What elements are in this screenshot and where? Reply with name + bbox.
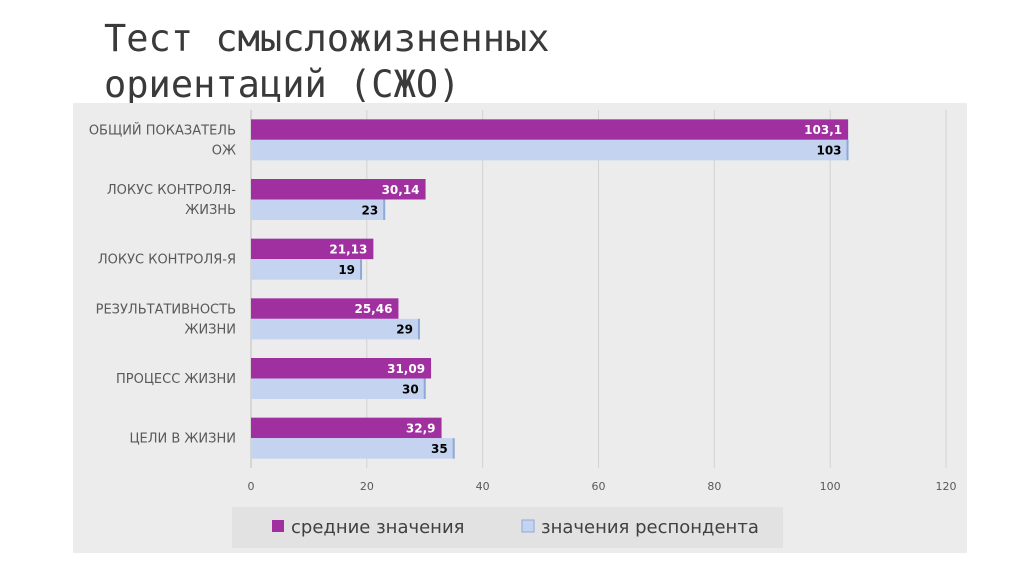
bar-respondent-value [251, 378, 425, 399]
x-tick-label: 40 [476, 480, 490, 493]
category-label-line: ЦЕЛИ В ЖИЗНИ [129, 432, 236, 447]
data-label: 23 [362, 203, 379, 217]
data-label: 103,1 [804, 123, 842, 137]
category-label-line: ЛОКУС КОНТРОЛЯ-Я [98, 253, 236, 268]
legend-swatch-mean [272, 520, 284, 532]
bar-respondent-value [251, 199, 385, 220]
category-label-line: ПРОЦЕСС ЖИЗНИ [116, 372, 236, 387]
category-label: ЛОКУС КОНТРОЛЯ- ЖИЗНЬ [107, 183, 236, 218]
legend-label-mean: средние значения [291, 517, 464, 538]
category-label-line: ЖИЗНИ [184, 322, 236, 337]
data-label: 30 [402, 382, 419, 396]
data-label: 29 [396, 323, 413, 337]
category-label: ЦЕЛИ В ЖИЗНИ [129, 432, 236, 447]
gridlines [250, 110, 947, 468]
data-label: 21,13 [329, 242, 367, 256]
category-label-line: ОБЩИЙ ПОКАЗАТЕЛЬ [89, 122, 236, 138]
category-label-line: ЛОКУС КОНТРОЛЯ- [107, 183, 236, 198]
data-label: 103 [816, 144, 841, 158]
category-label: ПРОЦЕСС ЖИЗНИ [116, 372, 236, 387]
bar-mean-value [251, 238, 374, 260]
category-label: РЕЗУЛЬТАТИВНОСТЬ ЖИЗНИ [96, 302, 236, 337]
data-label: 31,09 [387, 362, 425, 376]
bar-respondent-value [251, 438, 454, 459]
bar-mean-value [251, 298, 399, 319]
x-tick-label: 100 [820, 480, 841, 493]
legend: средние значения значения респондента [232, 507, 783, 548]
x-tick-label: 60 [592, 480, 606, 493]
bar-mean-value [251, 358, 432, 379]
x-tick-label: 80 [707, 480, 721, 493]
slide-title-line-2: ориентаций (СЖО) [104, 63, 461, 106]
x-tick-label: 120 [936, 480, 957, 493]
slide-title-line-1: Тест смысложизненных [104, 17, 550, 60]
bar-respondent-value [251, 318, 419, 340]
category-label-line: ОЖ [212, 143, 236, 158]
category-label: ЛОКУС КОНТРОЛЯ-Я [98, 253, 236, 268]
bar-mean-value [251, 179, 426, 200]
bar-mean-value [251, 119, 849, 140]
bar-respondent-value [251, 259, 362, 280]
legend-swatch-respondent [521, 519, 535, 533]
data-label: 35 [431, 442, 448, 456]
category-label-line: ЖИЗНЬ [185, 203, 236, 218]
data-label: 25,46 [354, 302, 392, 316]
category-label-line: РЕЗУЛЬТАТИВНОСТЬ [96, 302, 236, 317]
bar-respondent-value [251, 139, 848, 161]
legend-label-respondent: значения респондента [541, 517, 759, 538]
data-label: 30,14 [382, 183, 420, 197]
slide-title: Тест смысложизненных ориентаций (СЖО) [104, 16, 964, 108]
data-label: 32,9 [406, 421, 436, 435]
category-label: ОБЩИЙ ПОКАЗАТЕЛЬ ОЖ [89, 122, 236, 158]
bars [251, 119, 849, 459]
chart-area [73, 103, 967, 553]
x-tick-label: 0 [248, 480, 255, 493]
data-label: 19 [338, 263, 355, 277]
legend-box [232, 507, 783, 548]
x-tick-label: 20 [360, 480, 374, 493]
bar-mean-value [251, 417, 442, 439]
